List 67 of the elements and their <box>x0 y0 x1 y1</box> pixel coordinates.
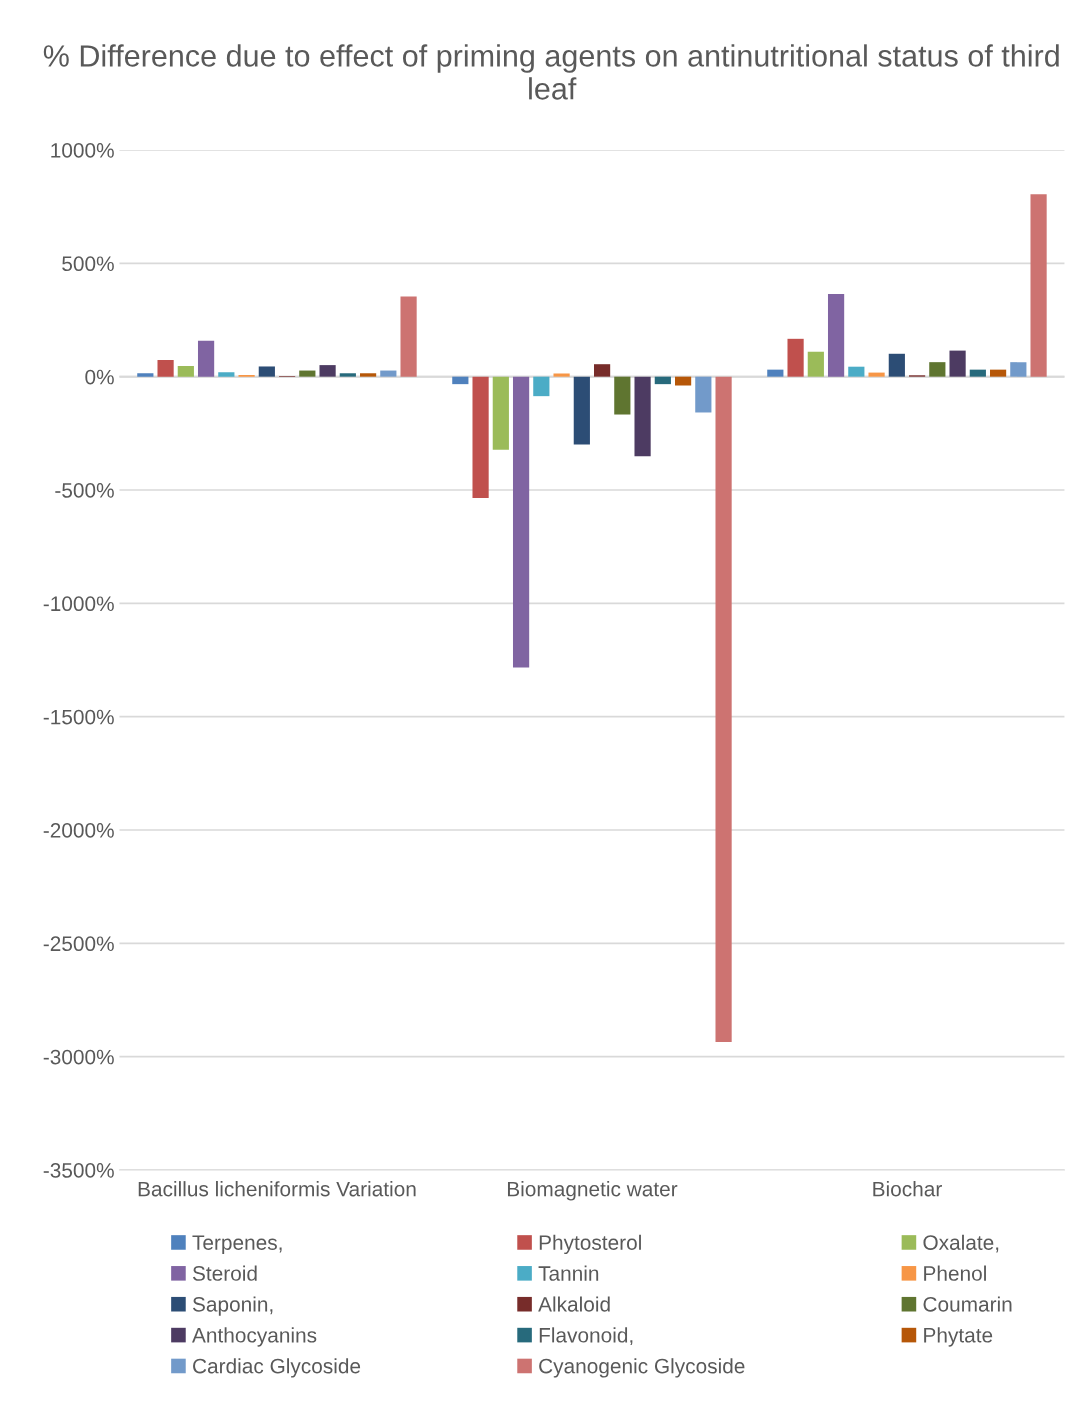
bar <box>807 351 824 377</box>
bar <box>989 369 1007 377</box>
chart-title: % Difference due to effect of priming agents on antinutritional status of third leaf <box>43 44 1059 100</box>
bar <box>492 376 509 450</box>
bar <box>767 369 784 377</box>
legend-label: Tannin <box>538 1265 599 1281</box>
bar <box>258 366 275 377</box>
legend-label: Saponin, <box>192 1296 273 1316</box>
bar <box>452 376 469 385</box>
bar <box>868 372 885 377</box>
bar <box>827 293 845 377</box>
bar <box>715 376 732 1042</box>
x-tick-label: Bacillus licheniformis Variation <box>138 1181 416 1197</box>
bar <box>969 369 986 377</box>
legend-label: Steroid <box>192 1265 257 1281</box>
bar <box>674 376 692 386</box>
y-tick-label: -2500% <box>43 936 114 952</box>
x-tick-label: Biochar <box>873 1181 942 1197</box>
legend-label: Phytosterol <box>539 1234 641 1255</box>
legend-label: Phenol <box>924 1265 986 1281</box>
legend-label: Anthocyanins <box>192 1327 317 1347</box>
x-tick-label: Biomagnetic water <box>507 1181 678 1201</box>
bar <box>197 340 215 377</box>
bar <box>319 365 336 377</box>
bar <box>218 372 235 377</box>
legend-label: Alkaloid <box>538 1296 610 1312</box>
bar <box>695 376 712 413</box>
bar <box>299 370 316 377</box>
bar <box>614 376 631 415</box>
bar <box>593 364 611 377</box>
legend-label: Phytate <box>924 1327 993 1347</box>
y-tick-label: 500% <box>62 256 114 272</box>
bar <box>654 376 671 385</box>
bar <box>380 370 397 377</box>
bar <box>1030 194 1047 377</box>
bar <box>533 376 550 397</box>
bar <box>137 373 154 377</box>
bar <box>400 296 417 377</box>
bar <box>1010 362 1027 377</box>
legend-label: Cardiac Glycoside <box>193 1358 361 1378</box>
y-tick-label: -3500% <box>43 1163 114 1178</box>
bar <box>787 338 804 377</box>
bar <box>848 366 865 377</box>
y-tick-label: -500% <box>55 483 114 498</box>
y-tick-label: 1000% <box>51 143 114 158</box>
y-tick-label: -2000% <box>43 823 114 838</box>
bar <box>177 366 194 377</box>
y-tick-label: -1500% <box>43 709 114 725</box>
y-tick-label: -3000% <box>43 1049 114 1065</box>
legend-label: Terpenes, <box>192 1235 282 1255</box>
legend-label: Flavonoid, <box>539 1327 633 1346</box>
bar <box>359 373 377 377</box>
bar <box>634 376 651 457</box>
bar <box>929 362 946 377</box>
y-tick-label: 0% <box>85 369 114 385</box>
bar <box>573 376 590 445</box>
bar <box>888 353 905 377</box>
bar <box>949 350 966 377</box>
y-tick-label: -1000% <box>43 596 114 612</box>
legend-label: Cyanogenic Glycoside <box>539 1358 745 1378</box>
bar <box>472 376 489 498</box>
bar <box>512 376 530 668</box>
bar <box>553 373 570 377</box>
bar <box>157 360 174 377</box>
legend-label: Coumarin <box>923 1296 1012 1312</box>
bar <box>339 373 356 377</box>
legend-label: Oxalate, <box>923 1234 999 1253</box>
